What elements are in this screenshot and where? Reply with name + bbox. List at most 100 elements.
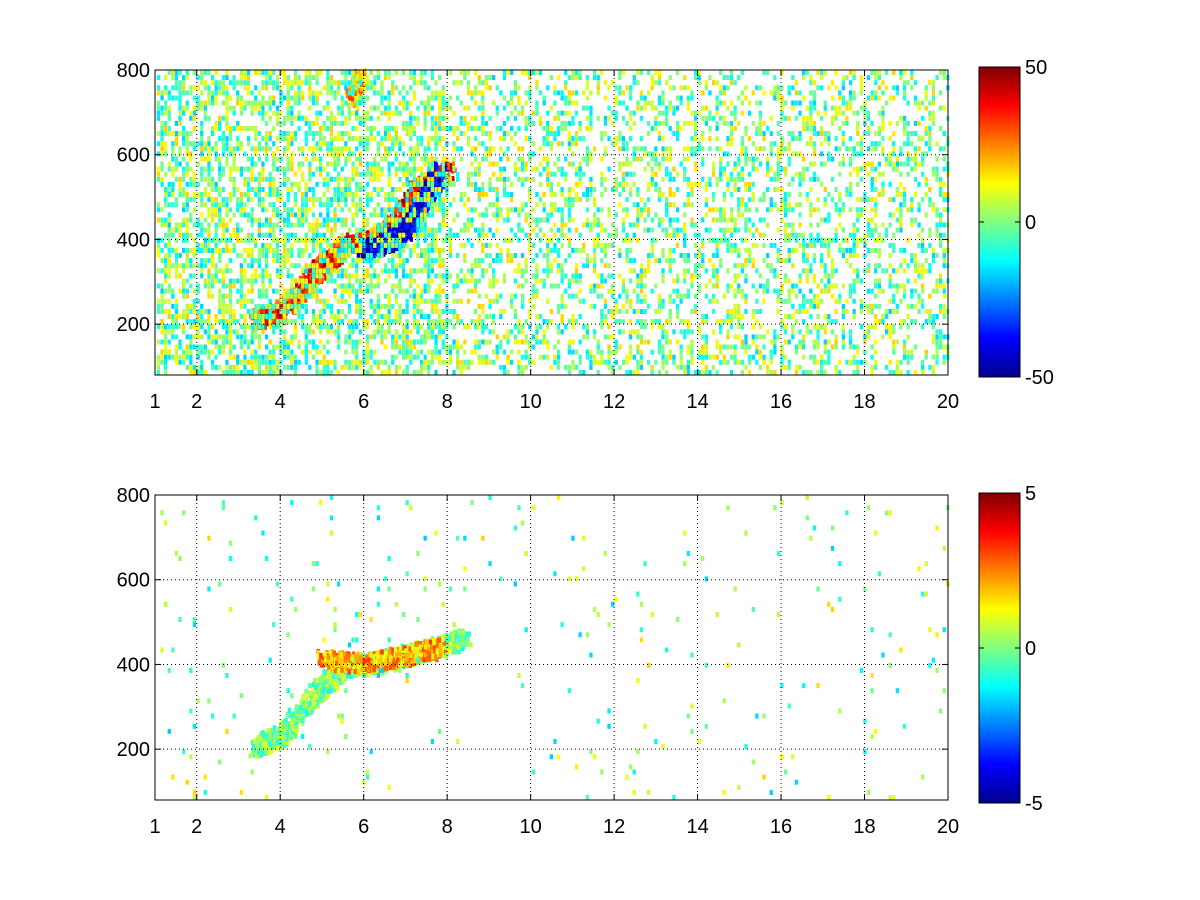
top-heatmap-cell [236, 126, 240, 131]
top-heatmap-cell [182, 359, 186, 365]
top-heatmap-cell [164, 131, 168, 136]
top-heatmap-cell [470, 126, 474, 131]
top-heatmap-cell [286, 268, 290, 274]
top-heatmap-cell [358, 120, 362, 126]
top-heatmap-cell [319, 288, 323, 294]
top-heatmap-cell [182, 131, 186, 136]
top-heatmap-cell [264, 314, 269, 319]
top-heatmap-cell [261, 329, 265, 335]
top-heatmap-cell [369, 197, 373, 203]
top-heatmap-cell [416, 339, 420, 345]
top-heatmap-cell [315, 370, 319, 375]
top-heatmap-cell [477, 324, 481, 330]
top-heatmap-cell [481, 329, 485, 335]
top-heatmap-cell [178, 105, 182, 111]
top-heatmap-cell [185, 227, 189, 233]
top-heatmap-cell [438, 314, 442, 319]
top-heatmap-cell [438, 90, 442, 96]
top-heatmap-cell [304, 141, 308, 147]
top-heatmap-cell [218, 288, 222, 294]
top-heatmap-cell [167, 126, 171, 131]
top-heatmap-cell [207, 283, 211, 289]
top-heatmap-cell [428, 192, 433, 198]
top-heatmap-cell [297, 278, 301, 284]
top-heatmap-cell [328, 248, 332, 254]
top-heatmap-cell [246, 75, 251, 81]
top-heatmap-cell [391, 242, 395, 248]
top-heatmap-cell [315, 100, 319, 106]
top-heatmap-cell [369, 354, 373, 360]
top-heatmap-cell [405, 344, 409, 350]
top-heatmap-cell [156, 364, 161, 370]
top-heatmap-cell [466, 278, 471, 284]
top-heatmap-cell [182, 171, 186, 177]
top-heatmap-cell [463, 192, 467, 197]
top-heatmap-cell [383, 126, 388, 131]
top-heatmap-cell [304, 359, 308, 365]
top-heatmap-cell [164, 364, 168, 370]
top-heatmap-cell [225, 268, 229, 274]
top-heatmap-cell [160, 237, 164, 243]
top-heatmap-cell [327, 268, 332, 274]
top-heatmap-cell [268, 80, 272, 86]
top-heatmap-cell [214, 85, 218, 91]
top-heatmap-cell [189, 334, 193, 340]
top-heatmap-cells [156, 67, 950, 375]
top-heatmap-cell [376, 283, 380, 289]
top-heatmap-cell [167, 258, 171, 264]
top-heatmap-cell [192, 171, 197, 177]
top-heatmap-cell [196, 344, 200, 350]
top-heatmap-cell [434, 187, 438, 192]
top-heatmap-cell [275, 364, 280, 370]
top-heatmap-cell [340, 288, 344, 294]
top-heatmap-cell [236, 187, 240, 192]
top-heatmap-cell [369, 161, 373, 167]
top-heatmap-cell [185, 248, 189, 253]
top-heatmap-cell [427, 263, 431, 269]
top-heatmap-cell [250, 364, 254, 370]
top-heatmap-cell [189, 115, 193, 121]
top-heatmap-cell [308, 105, 312, 111]
top-heatmap-cell [373, 161, 377, 167]
top-heatmap-cell [355, 181, 359, 187]
top-heatmap-cell [394, 354, 398, 360]
top-heatmap-cell [178, 344, 182, 350]
top-heatmap-cell [218, 192, 222, 197]
top-heatmap-cell [264, 217, 269, 223]
top-heatmap-cell [347, 181, 352, 187]
top-heatmap-cell [419, 268, 424, 274]
top-heatmap-cell [283, 248, 287, 253]
top-heatmap-cell [347, 293, 352, 299]
top-heatmap-cell [344, 146, 348, 152]
top-heatmap-cell [257, 171, 261, 177]
top-heatmap-cell [275, 192, 280, 197]
top-heatmap-cell [203, 248, 207, 253]
top-heatmap-cell [412, 90, 416, 96]
top-heatmap-cell [272, 141, 276, 147]
top-heatmap-cell [246, 237, 251, 243]
top-heatmap-cell [477, 212, 481, 218]
top-heatmap-cell [326, 115, 330, 121]
top-heatmap-cell [466, 176, 471, 182]
top-heatmap-cell [452, 298, 456, 304]
top-heatmap-cell [412, 126, 416, 131]
top-heatmap-cell [268, 242, 272, 248]
top-heatmap-cell [351, 75, 355, 81]
top-heatmap-cell [297, 314, 301, 319]
top-heatmap-cell [293, 192, 298, 197]
top-heatmap-cell [434, 232, 438, 238]
top-heatmap-cell [396, 235, 400, 241]
top-heatmap-cell [421, 185, 425, 191]
top-heatmap-cell [304, 283, 308, 289]
top-heatmap-cell [203, 166, 207, 172]
top-heatmap-cell [192, 364, 197, 370]
top-heatmap-cell [383, 136, 388, 142]
top-heatmap-cell [304, 136, 308, 142]
top-heatmap-cell [394, 283, 398, 289]
top-heatmap-cell [328, 256, 333, 262]
top-heatmap-cell [397, 222, 401, 228]
top-heatmap-cell [416, 227, 420, 233]
top-heatmap-cell [394, 166, 398, 172]
top-heatmap-cell [254, 242, 258, 248]
top-heatmap-cell [376, 298, 380, 304]
